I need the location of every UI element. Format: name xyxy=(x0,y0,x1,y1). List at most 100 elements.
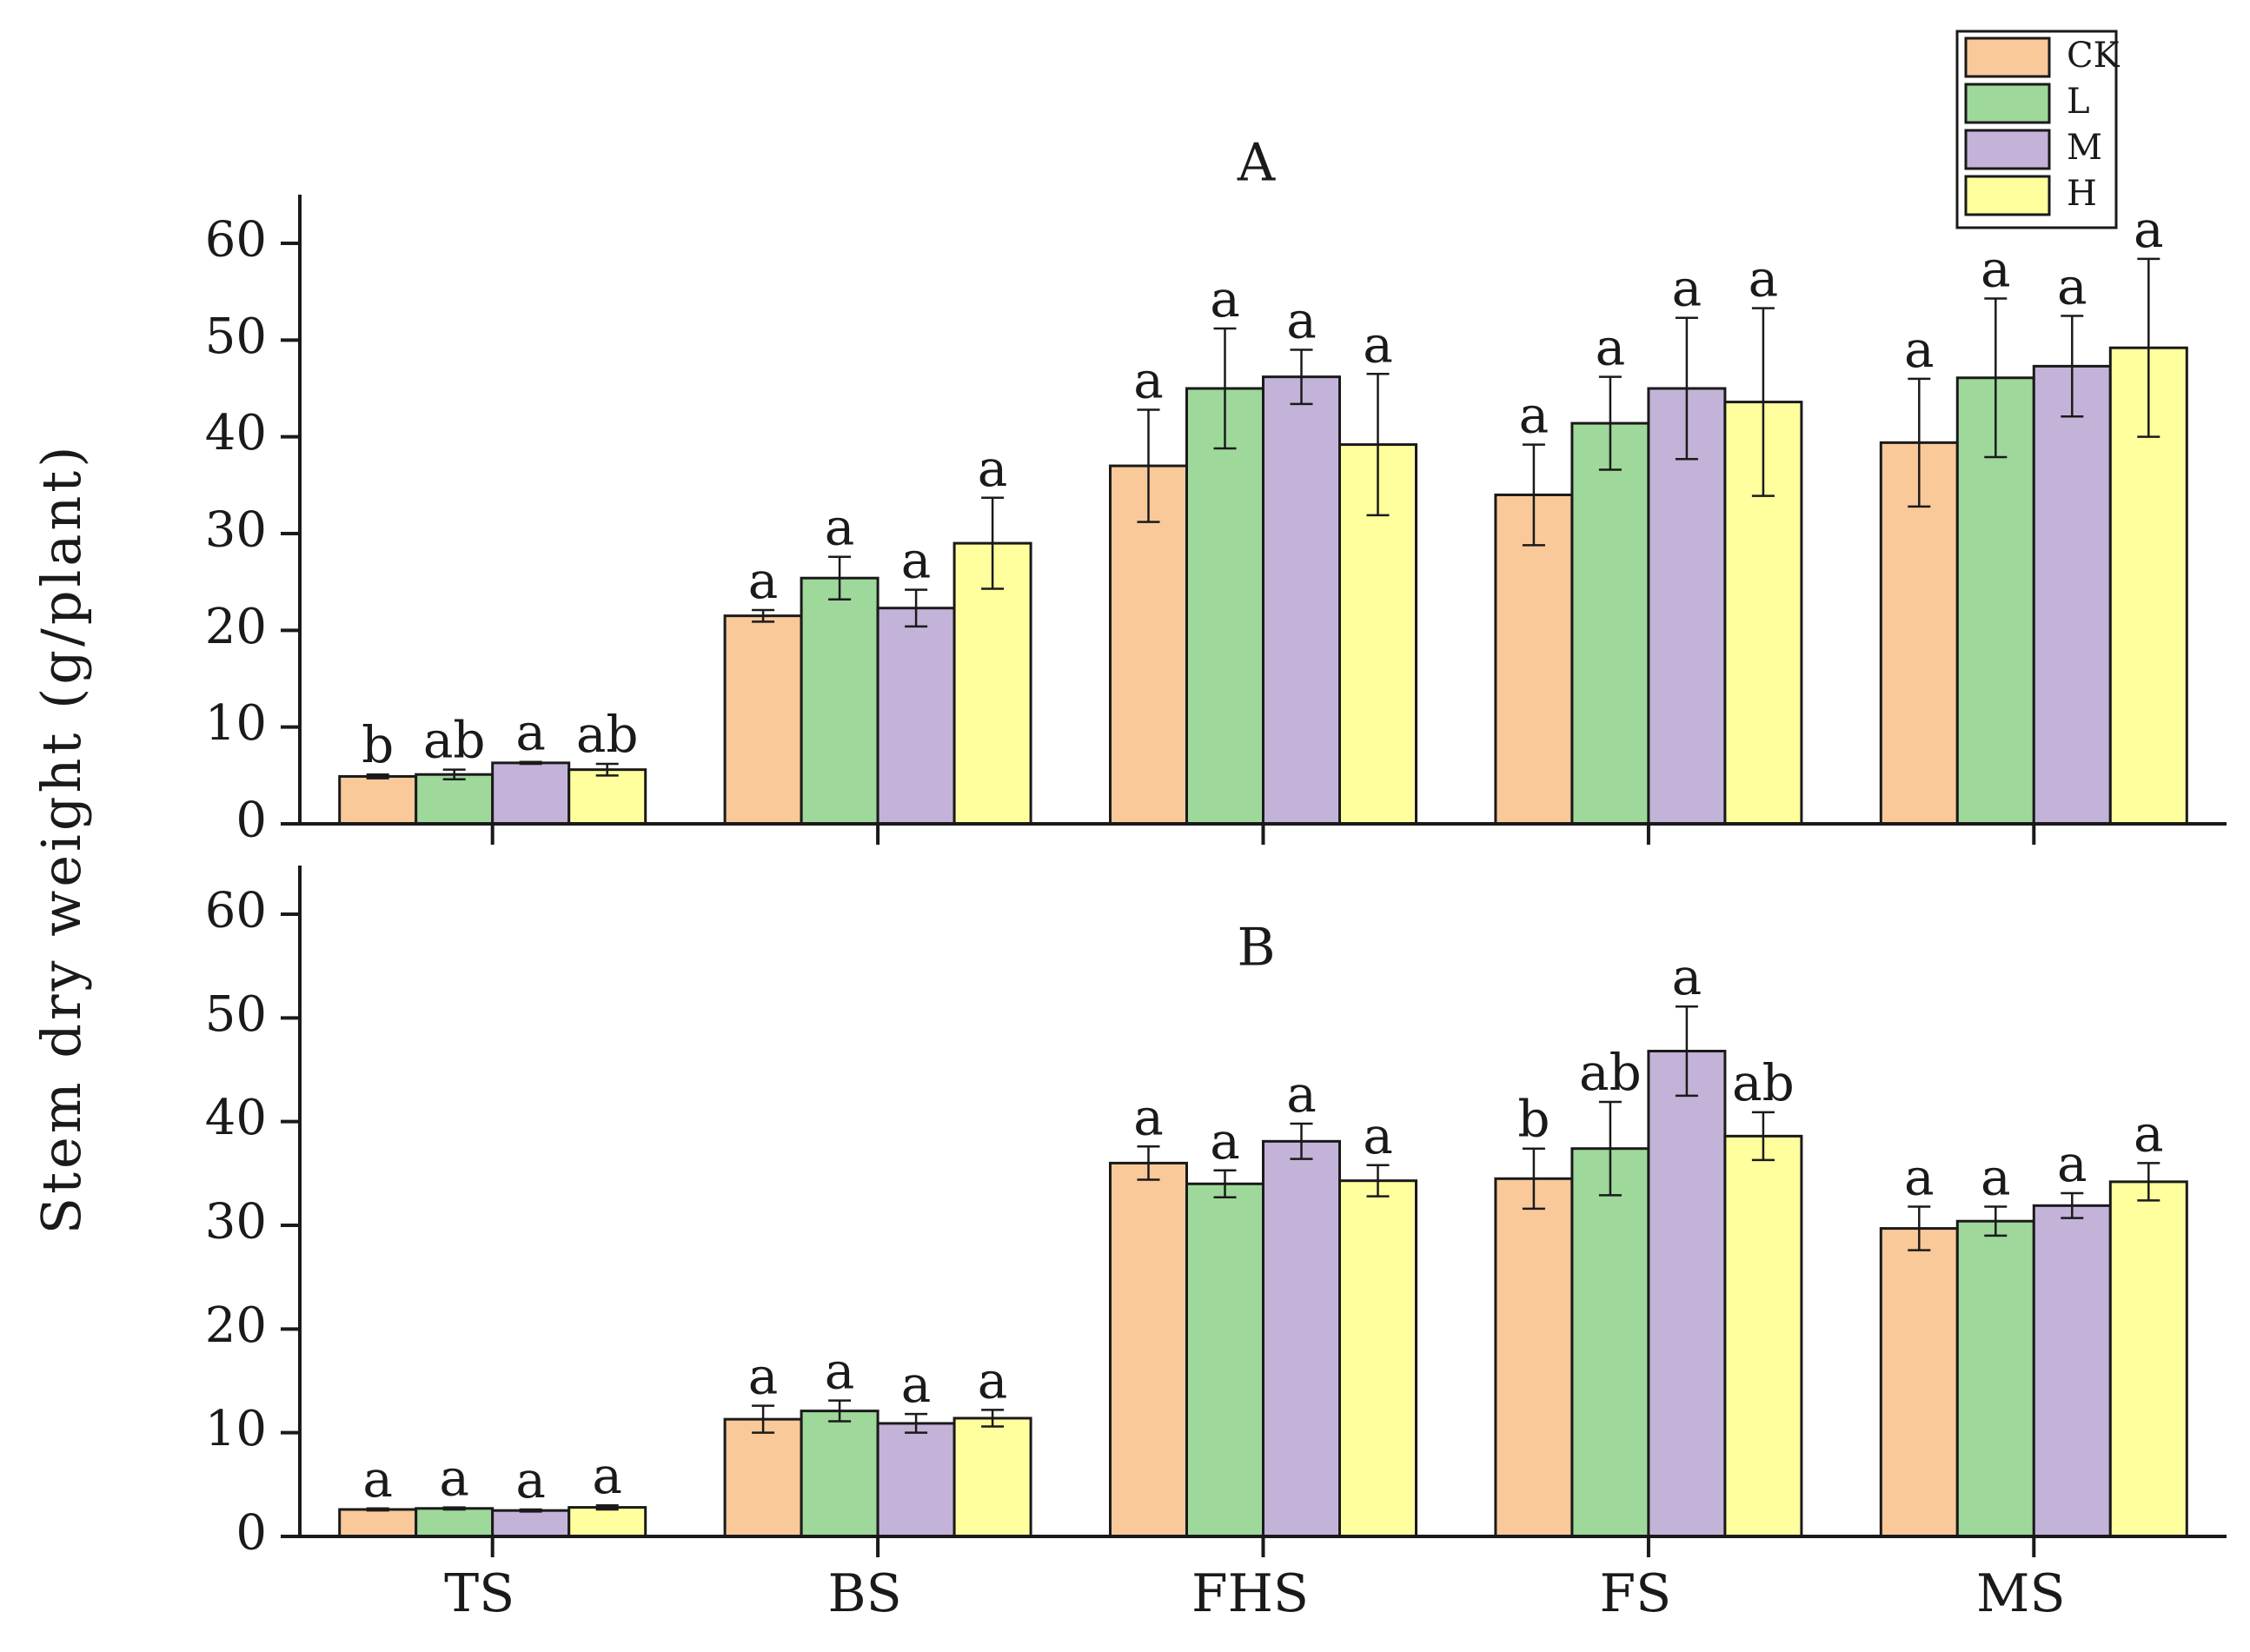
bar xyxy=(2108,1180,2188,1538)
panel-title: B xyxy=(1237,918,1275,979)
bar xyxy=(1879,1227,1959,1538)
y-tick-label: 60 xyxy=(205,212,267,269)
significance-label: a xyxy=(1286,290,1317,349)
significance-label: a xyxy=(1749,249,1779,309)
significance-label: a xyxy=(1363,1106,1393,1165)
significance-label: a xyxy=(2057,257,2087,316)
significance-label: a xyxy=(1133,1087,1164,1146)
significance-label: a xyxy=(748,551,779,610)
significance-label: a xyxy=(825,1342,855,1401)
y-tick-label: 20 xyxy=(205,1297,267,1354)
bar xyxy=(1647,1050,1727,1538)
bar xyxy=(1494,1177,1574,1538)
significance-label: a xyxy=(1672,259,1702,318)
x-tick-label: TS xyxy=(444,1563,514,1624)
y-tick-label: 60 xyxy=(205,883,267,939)
significance-label: a xyxy=(1210,269,1240,328)
significance-label: a xyxy=(515,703,546,762)
significance-label: a xyxy=(1519,386,1550,445)
significance-label: a xyxy=(1210,1111,1240,1171)
bar xyxy=(723,1417,803,1538)
y-tick-label: 10 xyxy=(205,695,267,752)
significance-label: a xyxy=(978,1350,1008,1410)
bar xyxy=(1262,1139,1341,1538)
y-axis-label: Stem dry weight (g/plant) xyxy=(30,443,93,1235)
significance-label: a xyxy=(901,1355,932,1414)
legend-label: L xyxy=(2067,82,2090,122)
legend-label: H xyxy=(2067,174,2097,214)
significance-label: b xyxy=(362,715,394,774)
significance-label: ab xyxy=(1579,1043,1642,1102)
significance-label: a xyxy=(978,439,1008,498)
significance-label: a xyxy=(1981,1148,2011,1207)
bar xyxy=(1570,421,1650,826)
y-tick-label: 0 xyxy=(236,793,267,849)
significance-label: a xyxy=(901,531,932,590)
y-tick-label: 40 xyxy=(205,1090,267,1146)
bar xyxy=(1570,1147,1650,1538)
bar xyxy=(1338,1179,1417,1538)
y-tick-label: 50 xyxy=(205,309,267,365)
bar xyxy=(1262,375,1341,826)
significance-label: a xyxy=(515,1450,546,1509)
bar xyxy=(415,773,494,826)
significance-label: a xyxy=(592,1446,622,1505)
bar xyxy=(2032,364,2112,826)
legend-swatch-l xyxy=(1964,83,2051,124)
x-tick-label: MS xyxy=(1976,1563,2066,1624)
bar xyxy=(952,1416,1032,1538)
legend-label: M xyxy=(2067,128,2102,168)
bar xyxy=(1723,401,1803,826)
bar xyxy=(491,1509,571,1538)
bar xyxy=(876,607,956,826)
bar xyxy=(1185,1182,1264,1538)
y-tick-label: 40 xyxy=(205,405,267,461)
legend-swatch-ck xyxy=(1964,36,2051,78)
significance-label: a xyxy=(2134,200,2164,259)
significance-label: a xyxy=(1981,239,2011,298)
y-tick-label: 10 xyxy=(205,1401,267,1457)
bar xyxy=(338,1508,418,1538)
legend-swatch-m xyxy=(1964,129,2051,170)
bar xyxy=(415,1507,494,1538)
significance-label: ab xyxy=(576,705,639,764)
y-tick-label: 20 xyxy=(205,599,267,655)
bar xyxy=(1723,1134,1803,1538)
y-tick-label: 50 xyxy=(205,986,267,1043)
significance-label: a xyxy=(439,1449,469,1508)
significance-label: a xyxy=(1672,947,1702,1006)
bar xyxy=(800,576,879,826)
bar xyxy=(1109,1161,1188,1538)
significance-label: b xyxy=(1517,1090,1550,1149)
bar xyxy=(1185,387,1264,826)
bar xyxy=(491,761,571,826)
bar xyxy=(800,1410,879,1538)
significance-label: a xyxy=(2134,1104,2164,1163)
significance-label: a xyxy=(1286,1065,1317,1124)
significance-label: a xyxy=(362,1450,393,1509)
x-tick-label: FS xyxy=(1600,1563,1672,1624)
bar xyxy=(2032,1204,2112,1538)
x-tick-label: FHS xyxy=(1191,1563,1309,1624)
panel-title: A xyxy=(1237,133,1276,194)
significance-label: a xyxy=(1904,1148,1935,1207)
significance-label: a xyxy=(1596,318,1626,377)
significance-label: ab xyxy=(1732,1053,1795,1112)
x-tick-label: BS xyxy=(827,1563,901,1624)
significance-label: a xyxy=(748,1347,779,1406)
significance-label: ab xyxy=(423,711,486,770)
bar xyxy=(567,768,647,826)
bar xyxy=(952,541,1032,826)
bar xyxy=(567,1506,647,1538)
y-tick-label: 30 xyxy=(205,502,267,559)
bar xyxy=(1955,1219,2035,1538)
y-tick-label: 0 xyxy=(236,1505,267,1562)
bar xyxy=(876,1422,956,1538)
significance-label: a xyxy=(1363,315,1393,374)
significance-label: a xyxy=(2057,1134,2087,1193)
legend-swatch-h xyxy=(1964,175,2051,216)
